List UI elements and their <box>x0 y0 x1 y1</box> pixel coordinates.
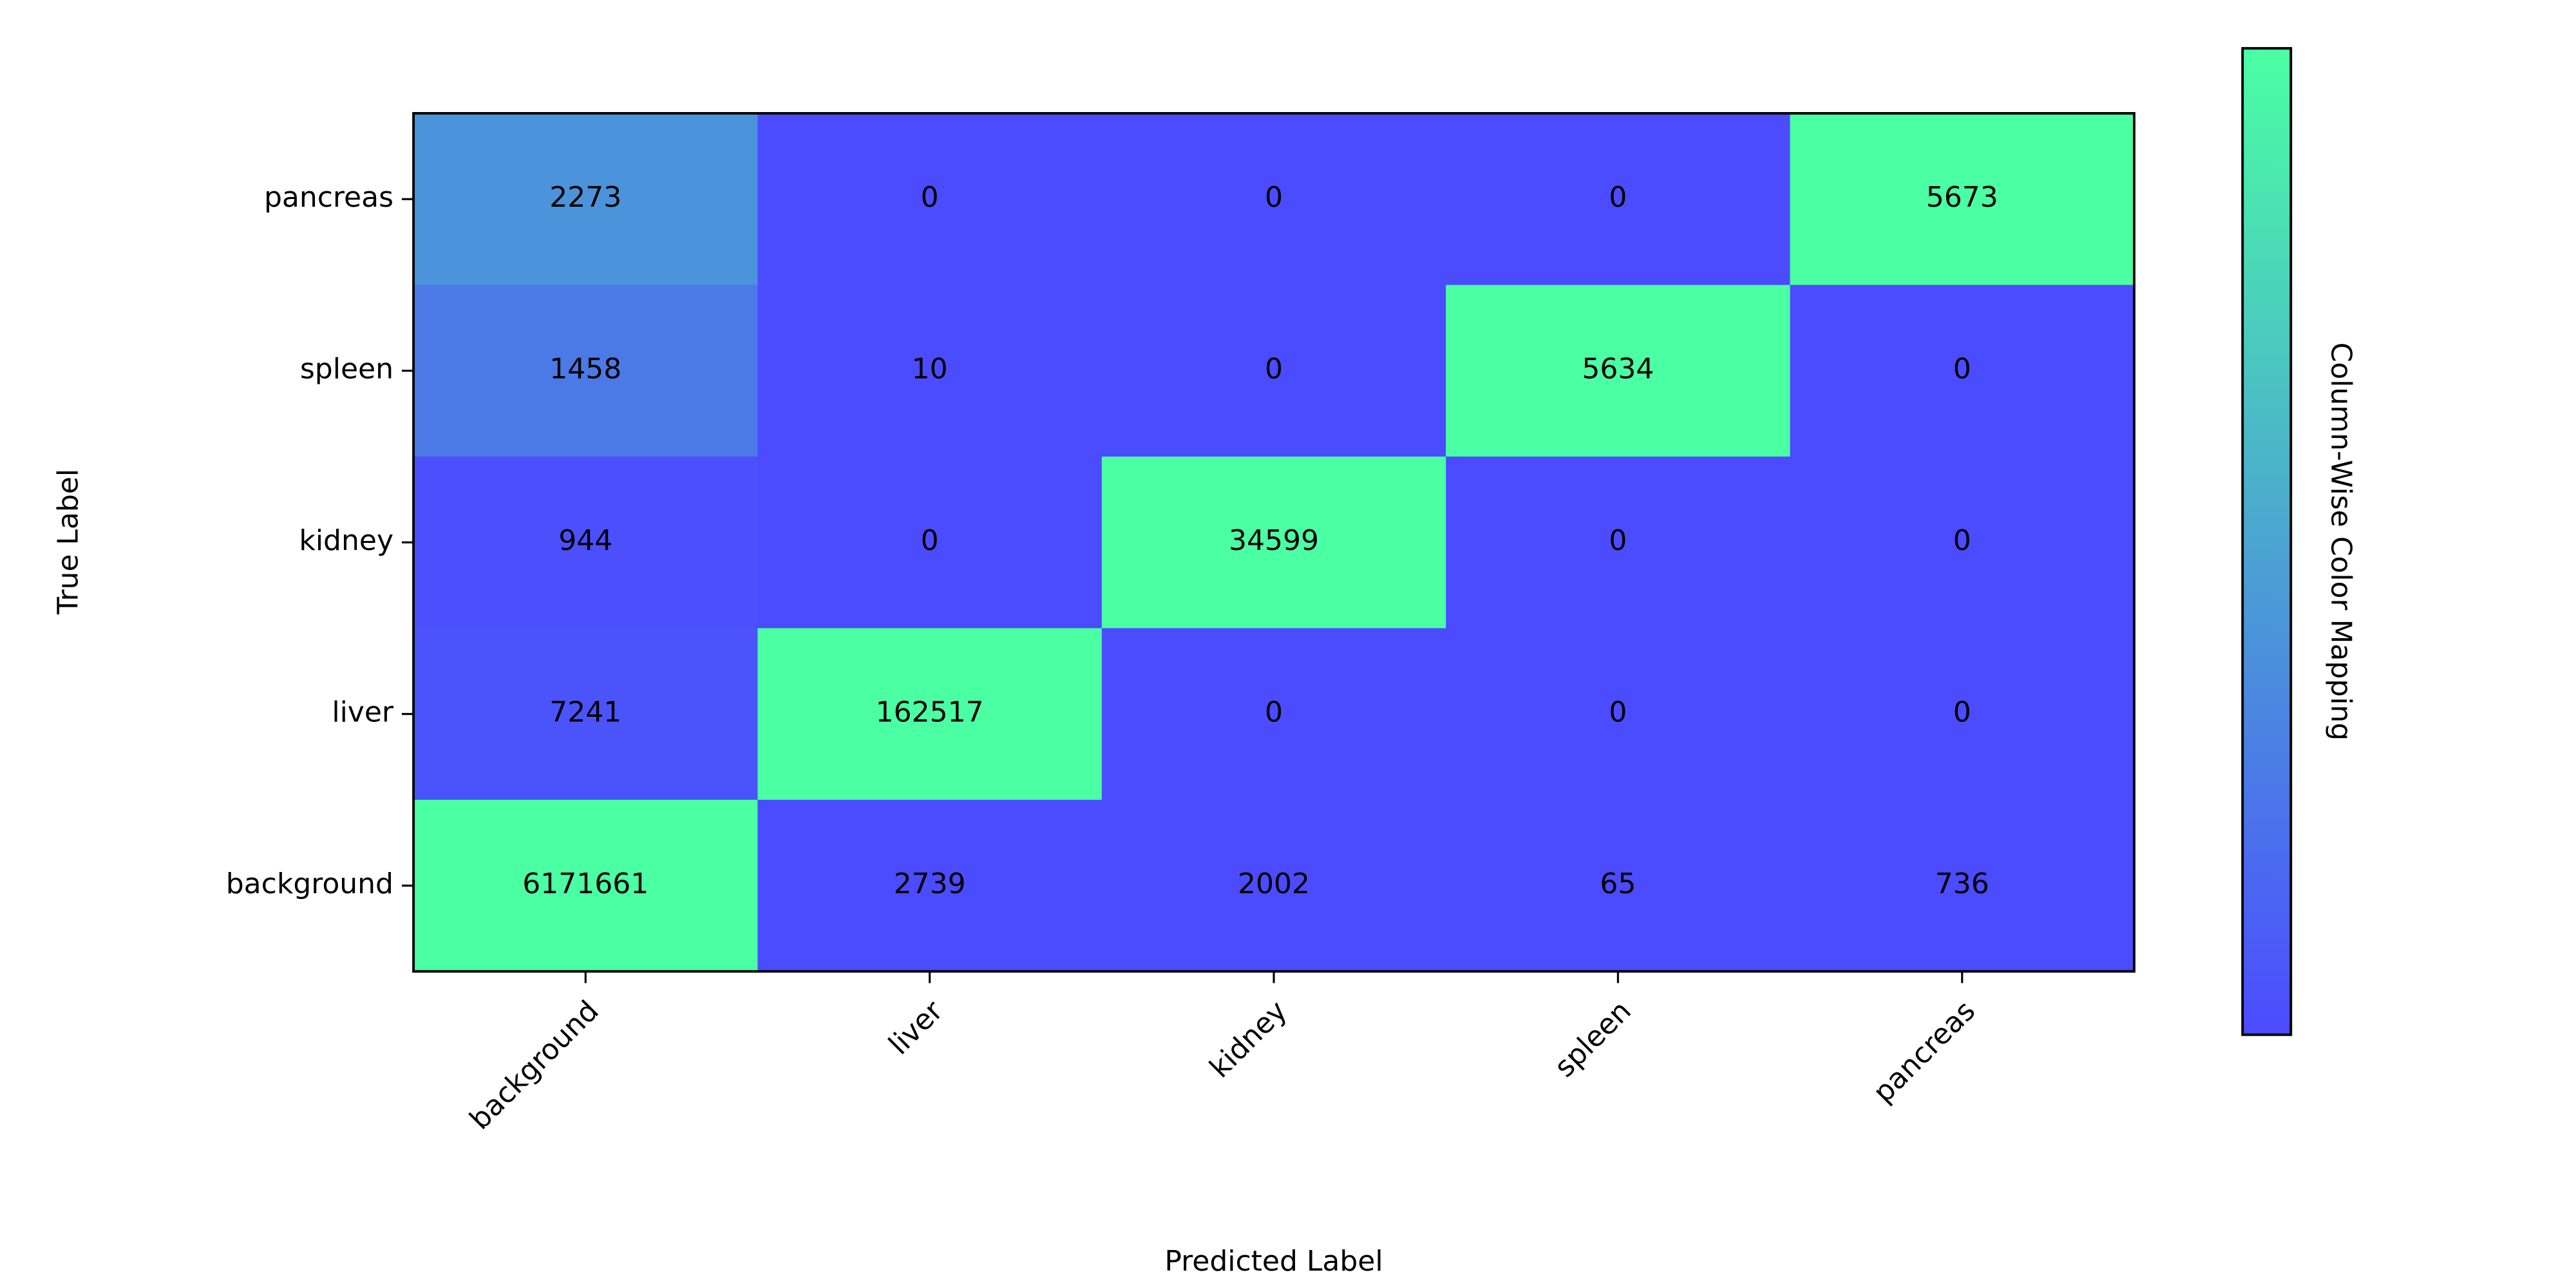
heatmap-cell <box>1101 285 1447 458</box>
x-axis-label: Predicted Label <box>1164 1245 1383 1278</box>
heatmap-cell <box>1101 113 1447 286</box>
heatmap-cells <box>413 113 2136 972</box>
cell-value-label: 0 <box>1265 696 1283 729</box>
heatmap-cell <box>1790 799 2136 972</box>
heatmap-cell <box>413 799 759 972</box>
heatmap-cell <box>413 456 759 629</box>
cell-value-label: 7241 <box>549 696 621 729</box>
cell-value-label: 0 <box>921 524 939 557</box>
colorbar <box>2241 47 2293 1036</box>
heatmap-cell <box>757 456 1103 629</box>
cell-value-label: 0 <box>1953 353 1971 386</box>
heatmap-cell <box>1790 456 2136 629</box>
cell-value-label: 0 <box>1609 524 1627 557</box>
heatmap-cell <box>413 285 759 458</box>
heatmap-cell <box>1446 285 1791 458</box>
heatmap-cell <box>1446 456 1791 629</box>
cell-value-label: 34599 <box>1229 524 1319 557</box>
heatmap-cell <box>757 285 1103 458</box>
heatmap-cell <box>1790 113 2136 286</box>
heatmap-cell <box>1101 628 1447 801</box>
cell-value-label: 2002 <box>1238 867 1310 900</box>
cell-value-label: 944 <box>558 524 612 557</box>
y-tick-label: liver <box>332 696 394 729</box>
heatmap-cell <box>1446 799 1791 972</box>
cell-value-label: 162517 <box>876 696 984 729</box>
cell-value-label: 0 <box>921 181 939 214</box>
cell-value-label: 2739 <box>894 867 966 900</box>
x-tick-label: spleen <box>1548 994 1638 1084</box>
cell-value-label: 0 <box>1953 696 1971 729</box>
cell-value-label: 6171661 <box>522 867 649 900</box>
heatmap-cell <box>1446 628 1791 801</box>
cell-value-label: 65 <box>1600 867 1636 900</box>
heatmap-cell <box>413 628 759 801</box>
y-tick-label: spleen <box>300 353 393 386</box>
cell-value-label: 736 <box>1935 867 1989 900</box>
y-axis-label: True Label <box>52 469 85 615</box>
cell-value-label: 2273 <box>549 181 621 214</box>
x-tick-label: background <box>464 994 605 1136</box>
heatmap-cell <box>1101 456 1447 629</box>
x-tick-label: pancreas <box>1867 994 1982 1109</box>
heatmap-cell <box>1446 113 1791 286</box>
heatmap-cell <box>757 113 1103 286</box>
colorbar-label: Column-Wise Color Mapping <box>2324 343 2357 741</box>
heatmap-cell <box>1790 628 2136 801</box>
heatmap-cell <box>1101 799 1447 972</box>
y-tick-label: kidney <box>299 524 393 557</box>
cell-value-label: 0 <box>1265 353 1283 386</box>
y-tick-label: background <box>226 867 393 900</box>
cell-value-label: 0 <box>1953 524 1971 557</box>
heatmap-cell <box>757 799 1103 972</box>
cell-value-label: 0 <box>1265 181 1283 214</box>
cell-value-label: 0 <box>1609 696 1627 729</box>
cell-value-label: 5673 <box>1926 181 1998 214</box>
cell-value-label: 10 <box>912 353 948 386</box>
y-tick-label: pancreas <box>264 181 393 214</box>
x-tick-label: kidney <box>1204 994 1294 1084</box>
heatmap-cell <box>757 628 1103 801</box>
heatmap-cell <box>1790 285 2136 458</box>
cell-value-label: 1458 <box>549 353 621 386</box>
cell-value-label: 5634 <box>1582 353 1654 386</box>
x-tick-label: liver <box>882 994 949 1061</box>
cell-value-label: 0 <box>1609 181 1627 214</box>
heatmap-cell <box>413 113 759 286</box>
